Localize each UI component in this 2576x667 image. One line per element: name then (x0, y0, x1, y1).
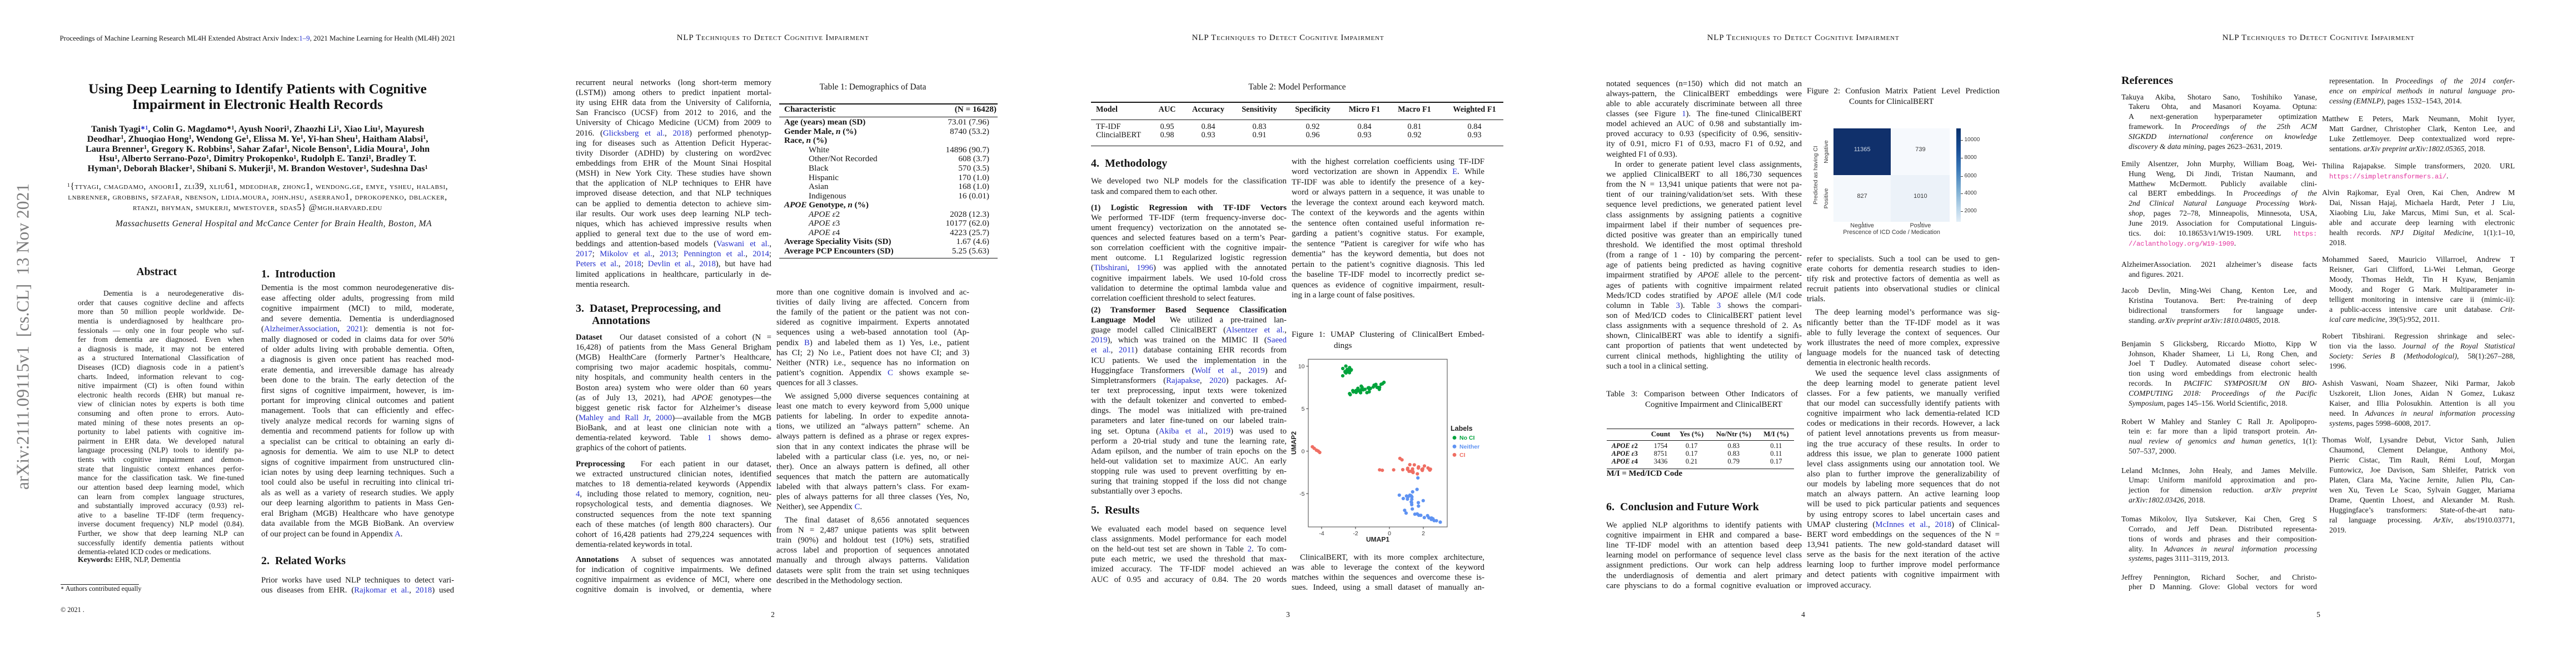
svg-text:-5: -5 (1299, 491, 1304, 497)
svg-text:2: 2 (1422, 530, 1425, 537)
svg-text:Labels: Labels (1451, 425, 1473, 432)
svg-text:-2: -2 (1353, 530, 1358, 537)
svg-text:0: 0 (1388, 530, 1391, 537)
svg-text:10: 10 (1298, 364, 1305, 370)
svg-text:No CI: No CI (1459, 435, 1474, 441)
svg-text:-4: -4 (1319, 530, 1324, 537)
svg-text:5: 5 (1302, 406, 1305, 412)
svg-text:CI: CI (1459, 452, 1466, 459)
svg-text:Neither: Neither (1459, 444, 1479, 450)
svg-text:UMAP1: UMAP1 (1366, 536, 1389, 544)
svg-text:UMAP2: UMAP2 (1290, 431, 1298, 455)
svg-text:0: 0 (1302, 448, 1305, 455)
